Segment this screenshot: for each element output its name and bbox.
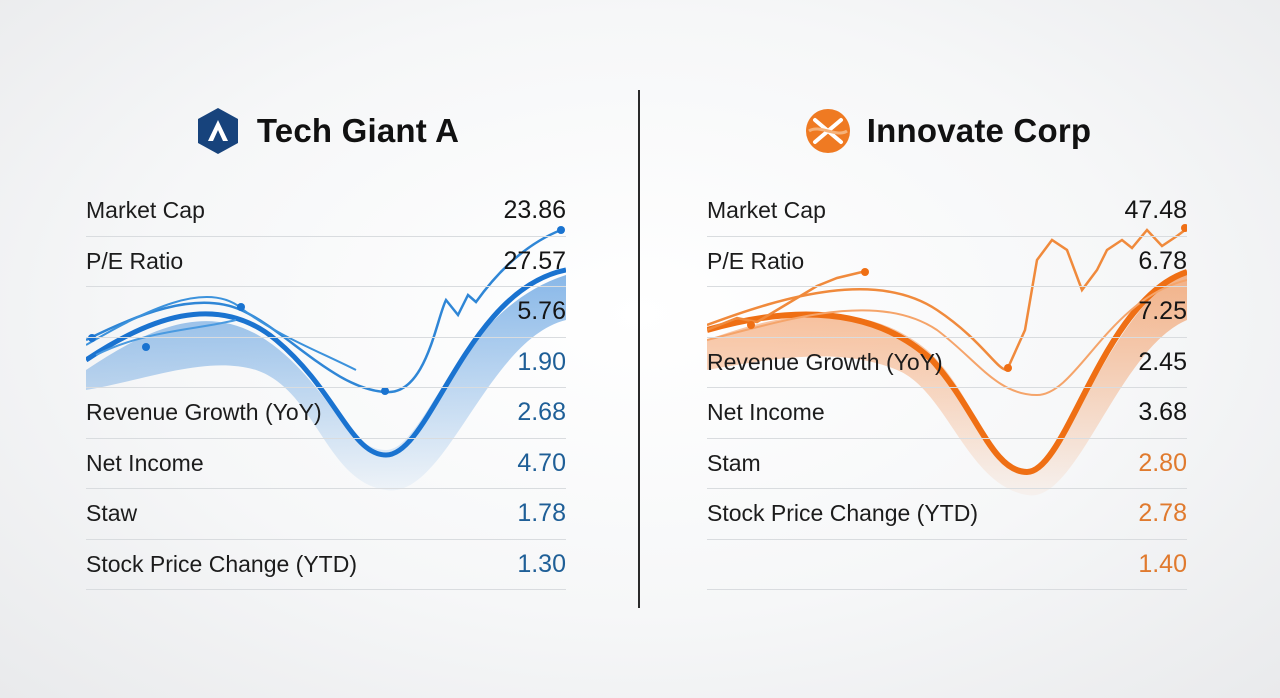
metric-label: Revenue Growth (YoY) xyxy=(707,348,943,375)
metric-label: Stock Price Change (YTD) xyxy=(707,500,978,527)
metrics-table: Market Cap 23.86 P/E Ratio 27.57 5.76 1.90… xyxy=(86,186,566,590)
panel-divider xyxy=(638,90,640,608)
metric-row: Market Cap 23.86 xyxy=(86,186,566,237)
metric-row: P/E Ratio 27.57 xyxy=(86,237,566,287)
metric-label: P/E Ratio xyxy=(86,247,184,274)
hexagon-a-logo-icon xyxy=(193,106,243,156)
metrics-table: Market Cap 47.48 P/E Ratio 6.78 7.25 Reven… xyxy=(707,186,1187,590)
metric-row: Stock Price Change (YTD) 1.30 xyxy=(86,540,566,590)
metric-row: Market Cap 47.48 xyxy=(707,186,1187,237)
metric-row: Net Income 3.68 xyxy=(707,388,1187,439)
metric-value: 47.48 xyxy=(1124,196,1187,225)
metric-label: Stam xyxy=(707,449,761,476)
metric-label: Net Income xyxy=(86,449,204,476)
metric-label: Revenue Growth (YoY) xyxy=(86,399,322,426)
metric-value: 23.86 xyxy=(503,196,566,225)
company-header: Tech Giant A xyxy=(86,106,566,156)
metric-label: Market Cap xyxy=(86,197,205,224)
metric-row: 7.25 xyxy=(707,287,1187,338)
metric-value: 3.68 xyxy=(1138,398,1187,427)
metric-value: 27.57 xyxy=(503,246,566,275)
company-header: Innovate Corp xyxy=(707,106,1187,156)
company-name: Tech Giant A xyxy=(256,112,460,149)
metric-row: 1.40 xyxy=(707,540,1187,590)
metric-value: 5.76 xyxy=(517,297,566,326)
metric-value: 2.45 xyxy=(1138,347,1187,376)
metric-label: Net Income xyxy=(707,399,825,426)
metric-value: 1.40 xyxy=(1138,549,1187,578)
metric-value: 4.70 xyxy=(517,448,566,477)
metric-value: 2.80 xyxy=(1138,448,1187,477)
metric-row: 1.90 xyxy=(86,338,566,388)
company-panel-innovate-corp: Innovate Corp Market Cap 47.48 P/E Ratio 6… xyxy=(707,0,1187,698)
metric-row: 5.76 xyxy=(86,287,566,338)
metric-value: 2.68 xyxy=(517,398,566,427)
orange-orb-logo-icon xyxy=(803,106,853,156)
metric-value: 6.78 xyxy=(1138,246,1187,275)
metric-label: Market Cap xyxy=(707,197,826,224)
metric-value: 1.30 xyxy=(517,549,566,578)
metric-row: Staw 1.78 xyxy=(86,489,566,540)
metric-row: P/E Ratio 6.78 xyxy=(707,237,1187,287)
metric-row: Stam 2.80 xyxy=(707,439,1187,489)
metric-label: Stock Price Change (YTD) xyxy=(86,550,357,577)
metric-value: 7.25 xyxy=(1138,297,1187,326)
metric-value: 1.90 xyxy=(517,347,566,376)
metric-row: Stock Price Change (YTD) 2.78 xyxy=(707,489,1187,540)
metric-row: Net Income 4.70 xyxy=(86,439,566,489)
company-panel-tech-giant-a: Tech Giant A Market Cap 23.86 P/E Ratio 27… xyxy=(86,0,566,698)
metric-row: Revenue Growth (YoY) 2.68 xyxy=(86,388,566,439)
metric-label: P/E Ratio xyxy=(707,247,805,274)
metric-row: Revenue Growth (YoY) 2.45 xyxy=(707,338,1187,388)
metric-value: 1.78 xyxy=(517,499,566,528)
metric-value: 2.78 xyxy=(1138,499,1187,528)
metric-label: Staw xyxy=(86,500,138,527)
company-name: Innovate Corp xyxy=(866,112,1092,149)
